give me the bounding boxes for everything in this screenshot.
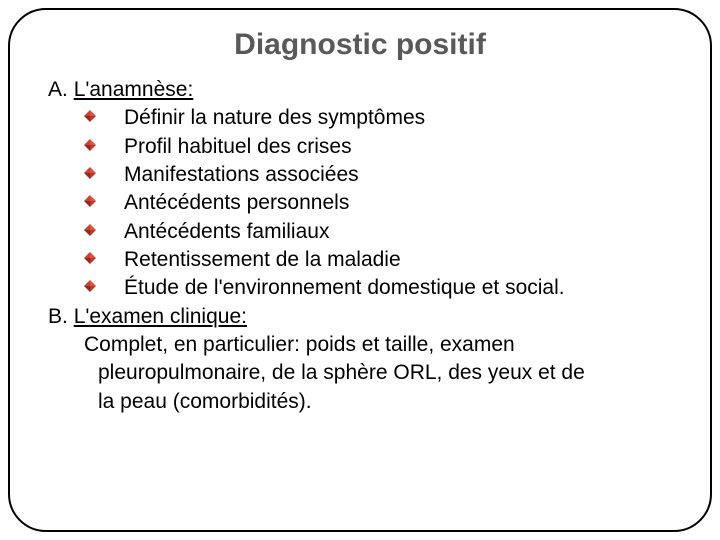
- diamond-bullet-icon: [84, 139, 96, 151]
- diamond-bullet-icon: [84, 252, 96, 264]
- diamond-bullet-icon: [84, 167, 96, 179]
- section-a-line: A. L'anamnèse:: [48, 76, 682, 104]
- list-item: Définir la nature des symptômes: [84, 104, 682, 132]
- diamond-bullet-icon: [84, 195, 96, 207]
- diamond-bullet-icon: [84, 110, 96, 122]
- list-item-text: Antécédents familiaux: [124, 220, 329, 243]
- list-item: Étude de l'environnement domestique et s…: [84, 274, 682, 302]
- slide-title: Diagnostic positif: [38, 28, 682, 62]
- list-item-text: Profil habituel des crises: [124, 135, 352, 158]
- list-item-text: Antécédents personnels: [124, 191, 349, 214]
- body-line: la peau (comorbidités).: [98, 388, 672, 416]
- list-item-text: Retentissement de la maladie: [124, 248, 401, 271]
- section-a-letter: A.: [48, 78, 74, 101]
- body-line: pleuropulmonaire, de la sphère ORL, des …: [98, 359, 672, 387]
- body-line: Complet, en particulier: poids et taille…: [84, 333, 515, 356]
- diamond-bullet-icon: [84, 224, 96, 236]
- list-item: Antécédents personnels: [84, 189, 682, 217]
- slide-content: A. L'anamnèse: Définir la nature des sym…: [38, 76, 682, 416]
- section-b-heading: L'examen clinique:: [74, 305, 247, 328]
- diamond-bullet-icon: [84, 280, 96, 292]
- list-item: Antécédents familiaux: [84, 218, 682, 246]
- list-item: Retentissement de la maladie: [84, 246, 682, 274]
- section-b-line: B. L'examen clinique:: [48, 303, 682, 331]
- list-item-text: Manifestations associées: [124, 163, 359, 186]
- section-b-letter: B.: [48, 305, 74, 328]
- section-b-body: Complet, en particulier: poids et taille…: [84, 331, 682, 416]
- section-a-list: Définir la nature des symptômes Profil h…: [84, 104, 682, 302]
- list-item-text: Définir la nature des symptômes: [124, 106, 425, 129]
- list-item: Profil habituel des crises: [84, 133, 682, 161]
- slide-frame: Diagnostic positif A. L'anamnèse: Défini…: [8, 8, 712, 532]
- section-a-heading: L'anamnèse:: [74, 78, 194, 101]
- list-item: Manifestations associées: [84, 161, 682, 189]
- list-item-text: Étude de l'environnement domestique et s…: [124, 276, 565, 299]
